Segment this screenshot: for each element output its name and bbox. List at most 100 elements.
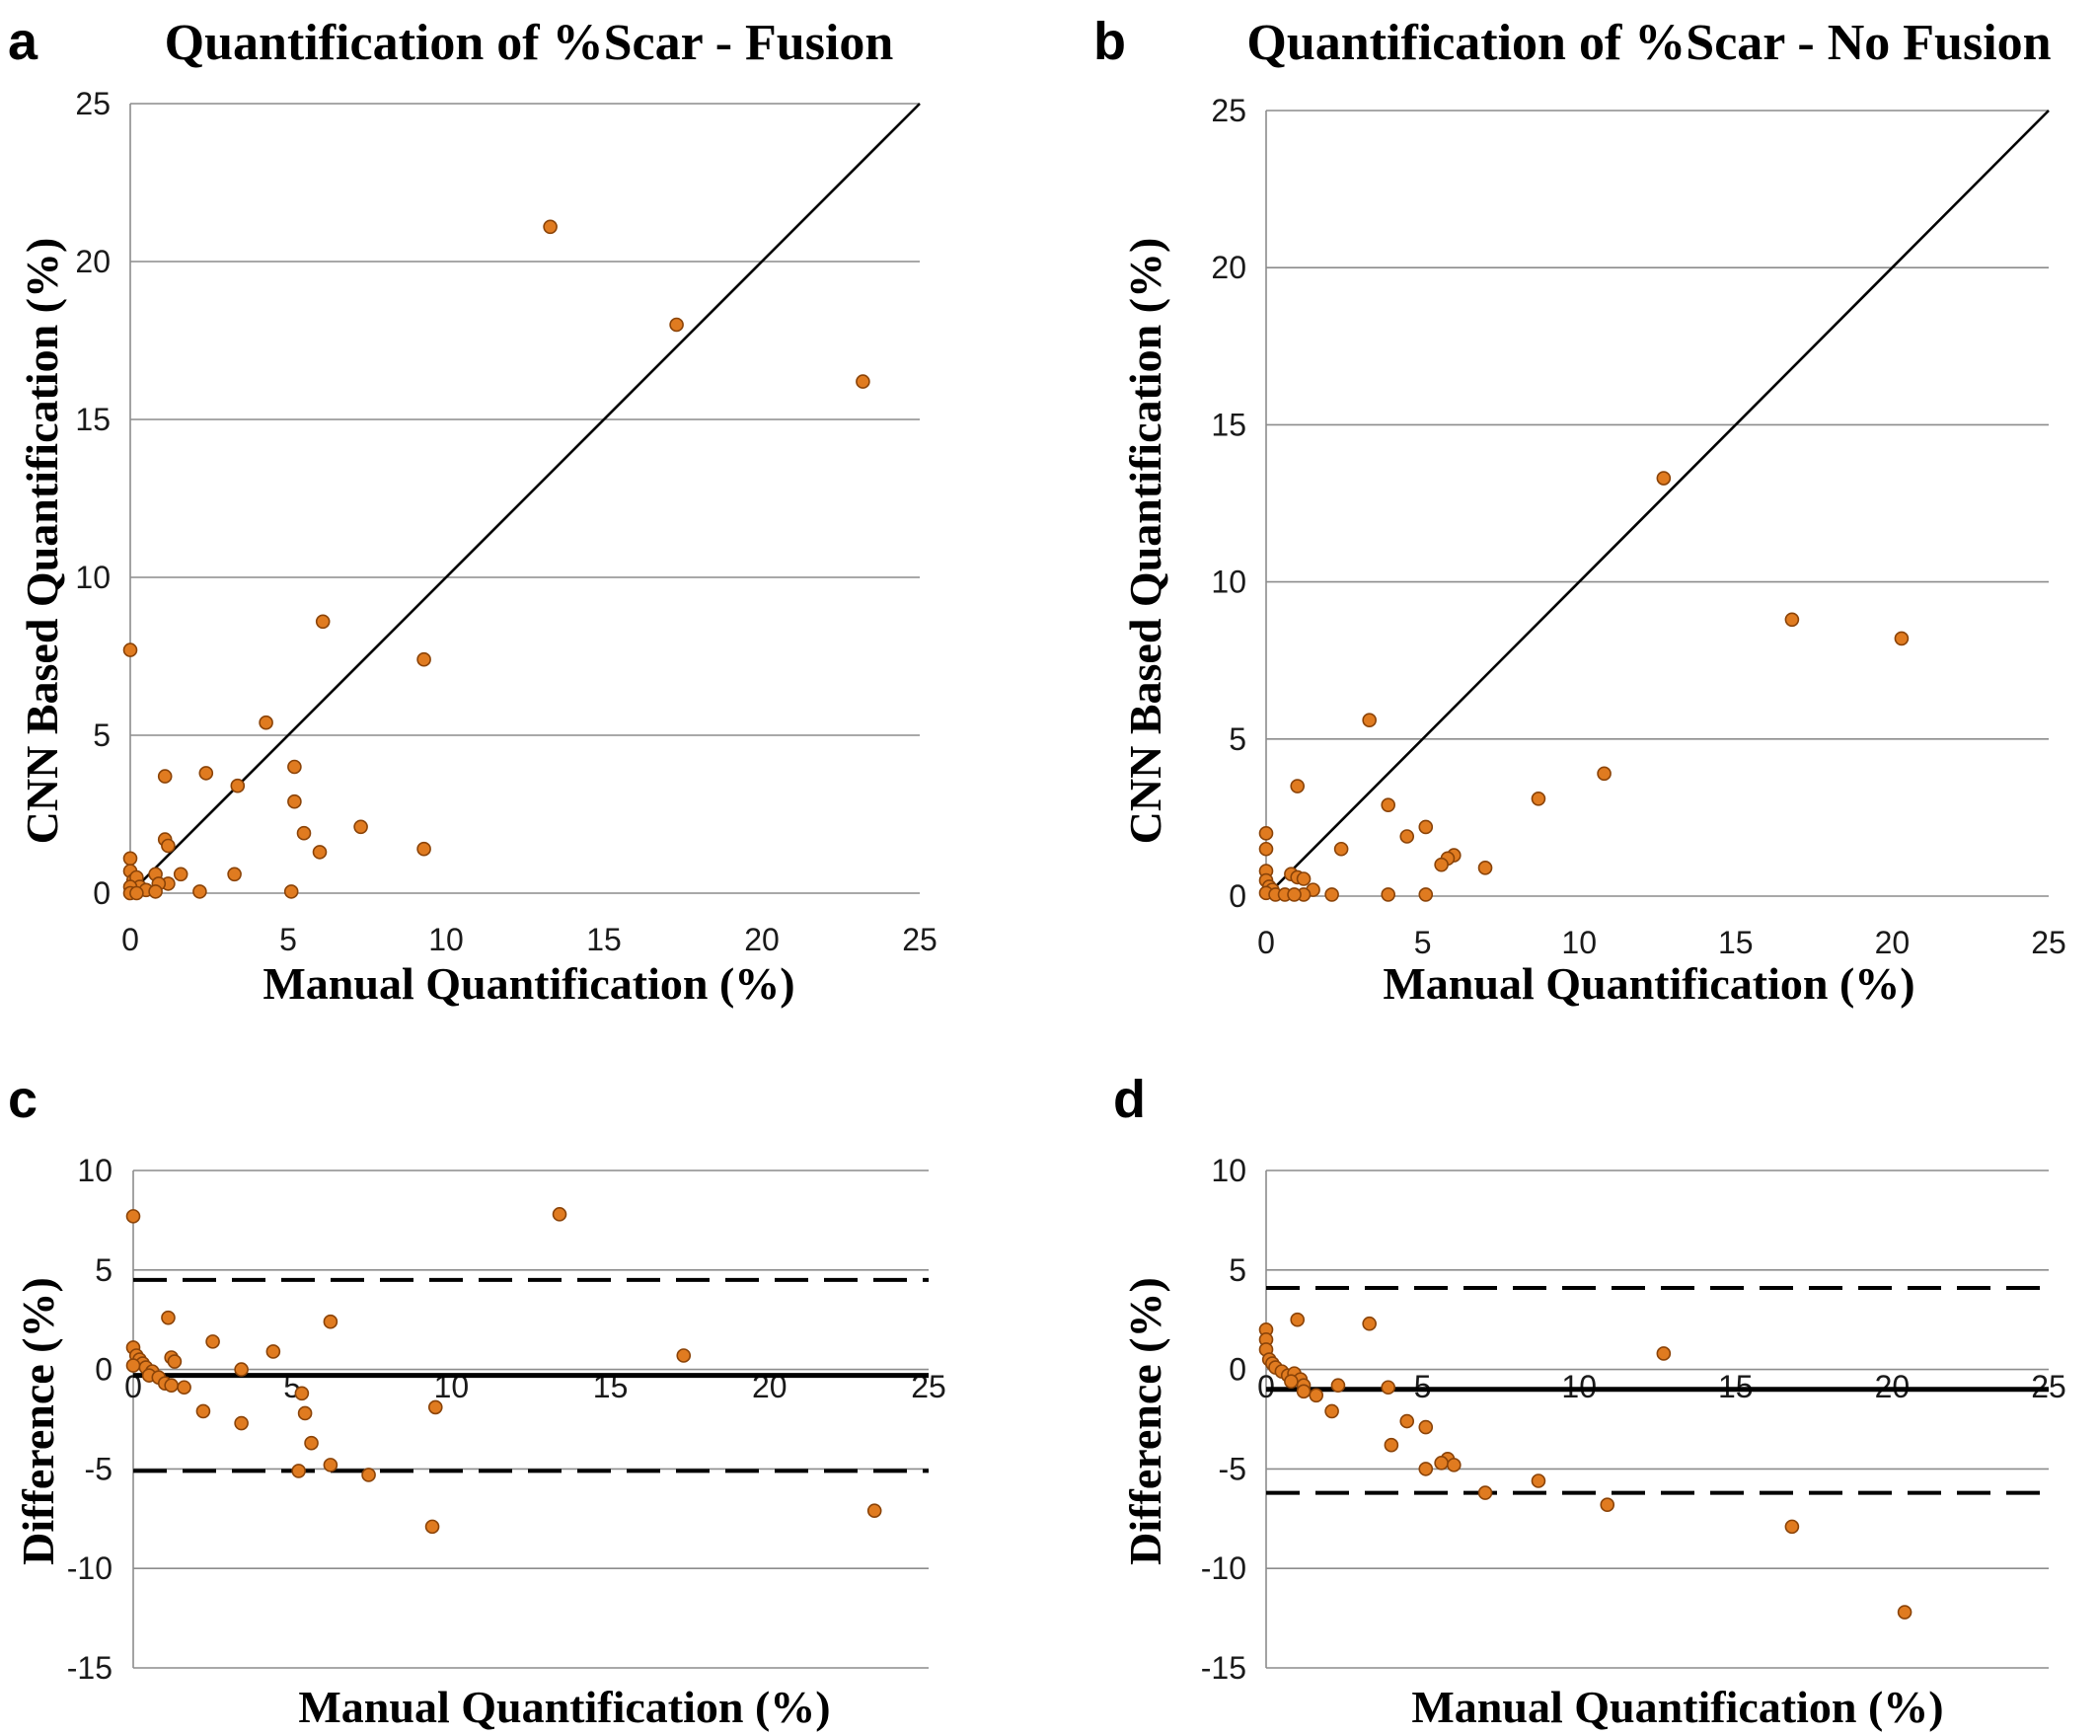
panel-d-data-point [1381,1380,1396,1396]
panel-b-x-tick-label: 5 [1414,925,1432,960]
panel-b-data-point [1324,887,1339,902]
panel-d-x-tick-label: 5 [1414,1369,1432,1404]
panel-a-y-tick-label: 5 [93,717,111,753]
panel-c-data-point [427,1399,443,1415]
panel-c-data-point [195,1403,211,1419]
panel-c-data-point [294,1386,310,1401]
panel-c-data-point [323,1314,338,1329]
panel-a-data-point [161,838,176,854]
panel-b-data-point [1399,829,1415,844]
panel-d-data-point [1418,1462,1434,1476]
panel-b-data-point [1597,766,1612,782]
panel-d-data-point [1284,1374,1299,1389]
panel-d-x-tick-label: 0 [1257,1369,1275,1404]
panel-b-data-point [1531,791,1546,806]
panel-b-data-point [1656,471,1672,486]
panel-d-y-tick-label: -10 [1201,1550,1246,1586]
panel-b-y-axis-label: CNN Based Quantification (%) [1120,238,1170,845]
panel-a-y-tick-label: 0 [93,875,111,911]
panel-d-data-point [1897,1605,1912,1620]
panel-c-y-axis-label: Difference (%) [13,1277,63,1565]
panel-a-data-point [122,642,138,657]
panel-a-data-point [227,867,242,882]
panel-d-data-point [1434,1456,1449,1471]
panel-b-data-point [1434,857,1449,872]
panel-b-data-point [1477,861,1493,875]
panel-a-data-point [148,884,163,899]
panel-d-data-point [1418,1419,1434,1435]
panel-b-data-point [1381,887,1396,902]
panel-c-y-tick-label: -15 [67,1650,112,1686]
panel-d-data-point [1330,1378,1346,1394]
panel-c-data-point [424,1519,440,1535]
panel-a-x-axis-label: Manual Quantification (%) [262,958,794,1009]
panel-a-data-point [543,219,558,235]
panel-b-y-tick-label: 0 [1229,878,1246,914]
panel-a-y-tick-label: 20 [75,244,111,279]
panel-d-y-tick-label: 10 [1211,1153,1246,1188]
panel-a-data-point [416,651,431,667]
panel-d-y-tick-label: 5 [1229,1252,1246,1288]
panel-c-y-tick-label: -10 [67,1550,112,1586]
panel-b-x-tick-label: 25 [2031,925,2066,960]
panel-d-data-point [1656,1346,1672,1361]
panel-a-data-point [353,819,368,835]
panel-b-x-tick-label: 10 [1561,925,1597,960]
panel-c-data-point [304,1435,319,1451]
panel-a-data-point [315,614,331,630]
panel-b-y-tick-label: 20 [1211,250,1246,285]
panel-b-data-point [1290,779,1306,793]
panel-b-y-tick-label: 25 [1211,93,1246,128]
panel-d-data-point [1309,1388,1324,1403]
panel-a-data-point [287,793,302,809]
panel-a-data-point [312,845,328,860]
panel-c-data-point [125,1358,141,1373]
panel-a-letter: a [8,12,38,71]
panel-d-data-point [1290,1312,1306,1327]
panel-c-data-point [205,1334,220,1349]
panel-a-x-tick-label: 25 [902,922,938,957]
panel-d-data-point [1324,1403,1339,1419]
panel-d-data-point [1531,1473,1546,1488]
panel-a-data-point [122,851,138,867]
panel-a-data-point [856,374,870,389]
panel-b-letter: b [1093,12,1126,71]
panel-c-data-point [297,1405,313,1421]
panel-c-data-point [676,1348,692,1363]
panel-d-y-tick-label: -5 [1219,1451,1246,1486]
panel-b-data-point [1287,887,1302,902]
panel-b-data-point [1333,841,1349,857]
panel-d-x-tick-label: 15 [1718,1369,1754,1404]
panel-b-data-point [1381,797,1396,812]
panel-d-x-tick-label: 25 [2031,1369,2066,1404]
panel-c-data-point [291,1464,306,1478]
panel-c-data-point [552,1207,567,1222]
panel-d-data-point [1399,1413,1415,1429]
panel-a-x-tick-label: 5 [279,922,297,957]
panel-a-data-point [259,715,273,730]
panel-b-identity-line [1265,110,2050,897]
panel-d-x-tick-label: 20 [1875,1369,1911,1404]
panel-c-data-point [167,1354,183,1369]
panel-c-letter: c [8,1070,38,1129]
panel-a-data-point [198,766,214,781]
panel-c-data-point [177,1380,191,1396]
panel-d-data-point [1477,1485,1493,1500]
panel-b-data-point [1784,612,1800,628]
panel-a-x-tick-label: 15 [586,922,622,957]
panel-a-y-tick-label: 10 [75,560,111,595]
panel-c-data-point [234,1362,249,1377]
panel-a-x-tick-label: 20 [744,922,780,957]
panel-b-title: Quantification of %Scar - No Fusion [1246,15,2051,71]
panel-b-y-tick-label: 5 [1229,721,1246,757]
panel-a-data-point [192,884,207,899]
panel-a-data-point [669,317,684,333]
panel-d-y-axis-label: Difference (%) [1120,1277,1170,1565]
panel-a-title: Quantification of %Scar - Fusion [165,15,894,71]
panel-a-data-point [283,884,299,899]
panel-c-y-tick-label: 5 [95,1252,112,1288]
panel-b-data-point [1362,713,1377,727]
panel-c-y-tick-label: 10 [77,1153,112,1188]
panel-d-letter: d [1113,1070,1146,1129]
